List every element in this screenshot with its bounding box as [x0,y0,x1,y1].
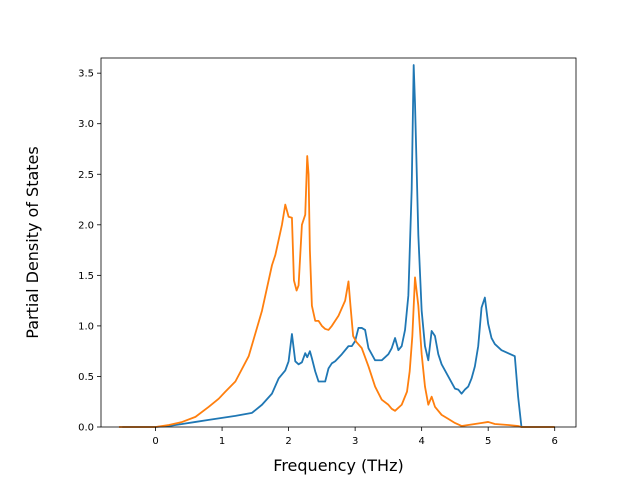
x-tick-label: 0 [152,436,158,447]
y-axis-title: Partial Density of States [23,146,42,338]
x-tick-label: 2 [285,436,291,447]
y-tick-label: 1.5 [78,271,94,282]
y-axis-ticks: 0.0 0.5 1.0 1.5 2.0 2.5 3.0 3.5 [78,69,101,434]
x-axis-ticks: 0 1 2 3 4 5 6 [152,427,558,447]
y-tick-label: 1.0 [78,321,94,332]
plot-lines [118,64,555,428]
y-tick-label: 3.0 [78,119,94,130]
x-tick-label: 6 [552,436,558,447]
y-tick-label: 2.0 [78,220,94,231]
y-tick-label: 0.0 [78,423,94,434]
x-tick-label: 4 [418,436,424,447]
axes-frame [100,57,577,428]
x-axis-title: Frequency (THz) [273,456,403,475]
x-tick-label: 1 [219,436,225,447]
y-tick-label: 2.5 [78,170,94,181]
x-tick-label: 5 [485,436,491,447]
series-line-1 [122,64,555,428]
y-tick-label: 3.5 [78,69,94,80]
x-tick-label: 3 [352,436,358,447]
y-tick-label: 0.5 [78,372,94,383]
series-line-2 [118,155,555,428]
